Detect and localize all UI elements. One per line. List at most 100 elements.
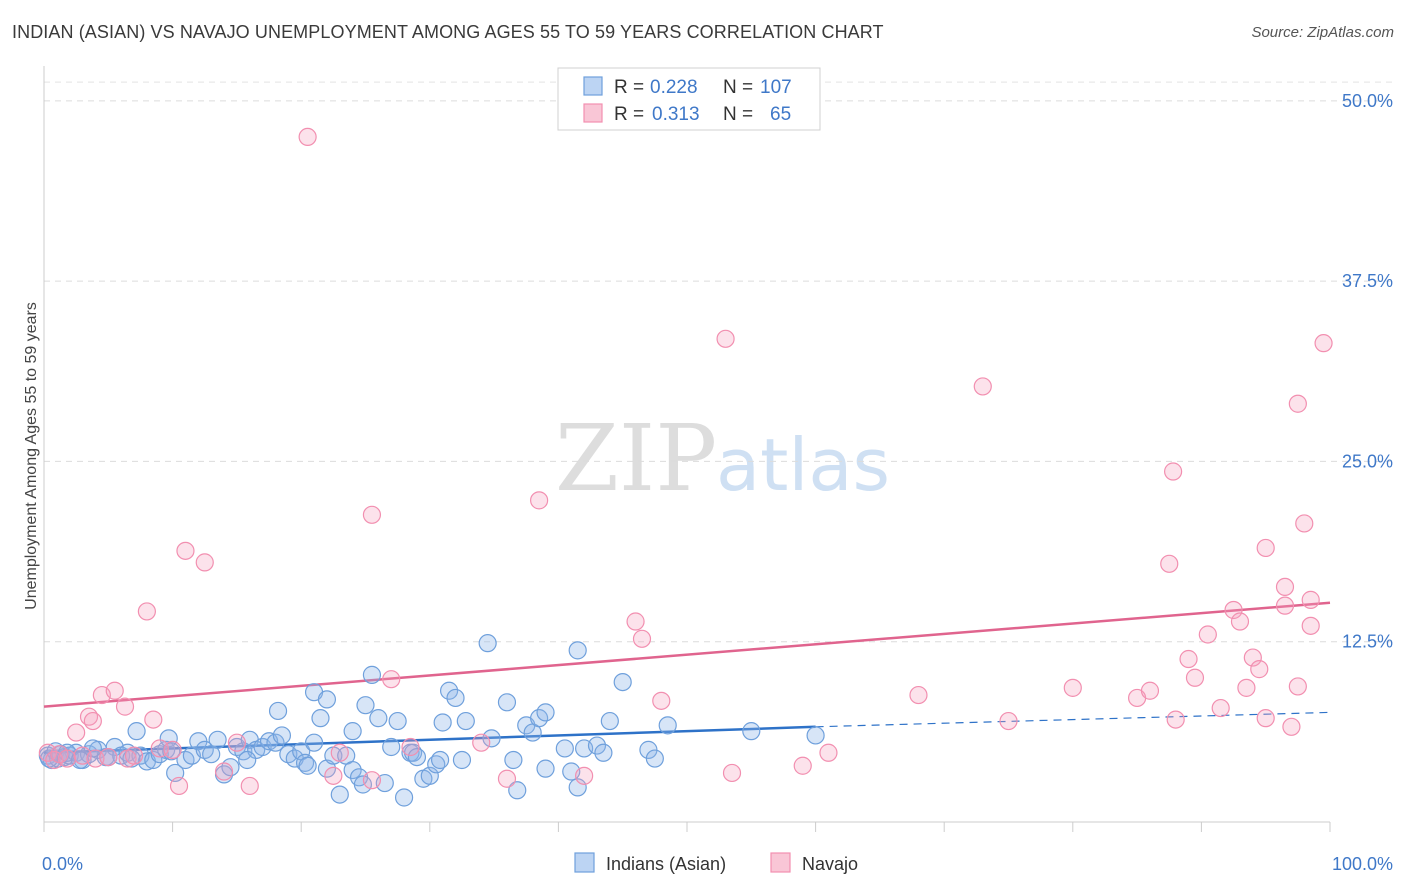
source-credit: Source: ZipAtlas.com <box>1251 24 1394 41</box>
navajo-point <box>1314 334 1333 353</box>
stats-n-value-indians: 107 <box>760 77 792 98</box>
indians-trend-extension <box>815 711 1331 728</box>
indians-point <box>388 711 407 731</box>
stats-n-value-navajo: 65 <box>770 104 791 125</box>
navajo-point <box>144 710 163 729</box>
navajo-point <box>722 763 742 783</box>
navajo-point <box>999 711 1018 731</box>
y-tick-labels: 12.5% 25.0% 37.5% 50.0% <box>1342 91 1393 652</box>
navajo-trend-line <box>43 601 1331 708</box>
navajo-point <box>330 743 349 762</box>
navajo-point <box>298 127 317 147</box>
y-tick-label: 37.5% <box>1342 271 1393 291</box>
navajo-point <box>382 670 401 689</box>
navajo-point <box>240 776 259 796</box>
axes <box>43 66 1331 832</box>
indians-point <box>742 722 761 741</box>
navajo-points <box>38 127 1333 796</box>
indians-point <box>343 760 362 780</box>
navajo-point <box>362 505 382 524</box>
indians-point <box>536 759 555 778</box>
navajo-point <box>1282 717 1301 736</box>
indians-asian-points <box>38 634 825 807</box>
indians-point <box>497 693 517 712</box>
y-tick-label: 12.5% <box>1342 632 1393 652</box>
navajo-point <box>716 329 735 348</box>
navajo-point <box>195 553 214 572</box>
indians-point <box>658 716 677 735</box>
navajo-point <box>575 766 594 785</box>
navajo-point <box>1256 538 1275 558</box>
navajo-point <box>1301 616 1320 635</box>
navajo-point <box>137 602 156 621</box>
navajo-point <box>1224 600 1243 620</box>
navajo-point <box>1295 514 1314 533</box>
stats-r-value-navajo: 0.313 <box>652 104 700 125</box>
stats-legend: R = 0.228 N = 107 R = 0.313 N = 65 <box>557 67 821 131</box>
grid-lines <box>44 81 1393 643</box>
navajo-point <box>1179 649 1198 669</box>
navajo-point <box>1288 394 1307 413</box>
navajo-point <box>1063 678 1082 697</box>
legend-label-indians: Indians (Asian) <box>606 854 726 874</box>
legend-swatch-indians <box>574 852 595 873</box>
indians-point <box>645 749 664 768</box>
navajo-point <box>1275 577 1295 597</box>
navajo-point <box>1140 681 1160 700</box>
indians-point <box>295 753 315 772</box>
indians-point <box>504 750 523 770</box>
watermark-atlas: atlas <box>716 423 890 507</box>
legend-label-navajo: Navajo <box>802 854 858 874</box>
indians-point <box>127 722 146 741</box>
indians-point <box>555 739 574 758</box>
indians-point <box>587 736 607 755</box>
indians-point <box>208 730 227 749</box>
indians-point <box>266 733 285 752</box>
indians-point <box>298 756 317 775</box>
navajo-point <box>1256 709 1275 728</box>
navajo-point <box>1211 698 1230 718</box>
indians-point <box>594 743 613 762</box>
indians-point <box>317 690 337 709</box>
navajo-point <box>58 749 77 768</box>
indians-point <box>433 713 452 732</box>
navajo-point <box>626 612 645 631</box>
navajo-point <box>1160 554 1179 573</box>
y-tick-label: 50.0% <box>1342 91 1393 111</box>
stats-n-label-indians: N = <box>723 77 753 98</box>
y-axis-label: Unemployment Among Ages 55 to 59 years <box>23 302 40 610</box>
indians-point <box>439 681 459 700</box>
indians-point <box>806 726 825 745</box>
navajo-point <box>163 740 182 759</box>
stats-swatch-navajo <box>583 103 603 123</box>
navajo-point <box>324 766 343 785</box>
indians-point <box>407 747 427 767</box>
navajo-point <box>1301 590 1320 609</box>
indians-point <box>382 737 401 757</box>
indians-point <box>272 726 292 745</box>
navajo-point <box>1237 678 1256 697</box>
navajo-point <box>973 377 992 396</box>
x-tick-label-min: 0.0% <box>42 854 83 874</box>
navajo-point <box>1250 660 1269 679</box>
trend-lines <box>43 601 1331 755</box>
navajo-point <box>819 743 838 762</box>
navajo-point <box>793 756 812 775</box>
indians-point <box>446 688 465 708</box>
navajo-point <box>472 733 491 752</box>
x-tick-label-max: 100.0% <box>1332 854 1393 874</box>
chart-title: INDIAN (ASIAN) VS NAVAJO UNEMPLOYMENT AM… <box>12 22 884 42</box>
indians-point <box>304 733 324 752</box>
indians-point <box>478 634 497 653</box>
indians-point <box>456 711 475 731</box>
navajo-point <box>176 541 195 560</box>
watermark: ZIP atlas <box>555 405 890 512</box>
navajo-point <box>632 629 652 648</box>
indians-point <box>122 749 141 768</box>
indians-point <box>568 641 587 660</box>
indians-point <box>330 785 349 804</box>
y-tick-label: 25.0% <box>1342 451 1393 471</box>
navajo-point <box>1243 648 1262 667</box>
watermark-zip: ZIP <box>555 405 717 512</box>
